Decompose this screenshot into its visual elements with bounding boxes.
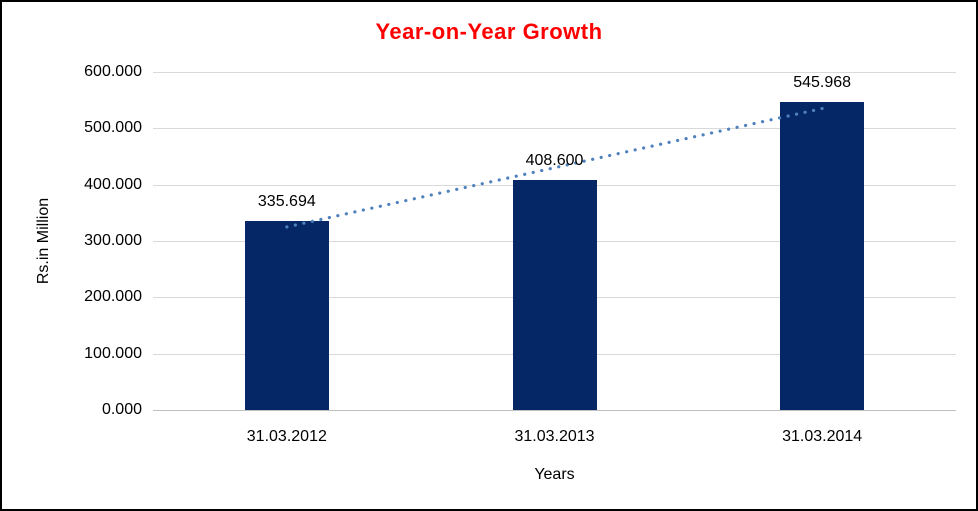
bar-value-label: 408.600: [525, 151, 584, 169]
y-tick-label: 400.000: [84, 175, 142, 193]
bar: [244, 220, 329, 410]
y-tick-label: 200.000: [84, 288, 142, 306]
bar: [780, 102, 865, 410]
y-tick-label: 0.000: [101, 401, 142, 418]
bar: [512, 179, 597, 410]
x-tick-label: 31.03.2013: [514, 428, 595, 445]
bar-value-label: 335.694: [257, 192, 316, 210]
x-axis-line: [153, 410, 956, 411]
gridline: [153, 72, 956, 73]
x-tick-label: 31.03.2012: [246, 428, 327, 445]
chart-title: Year-on-Year Growth: [375, 19, 603, 44]
x-axis-title: Years: [534, 466, 575, 483]
y-tick-label: 300.000: [84, 232, 142, 249]
y-tick-label: 500.000: [84, 119, 142, 137]
x-tick-label: 31.03.2014: [782, 428, 863, 445]
bar-value-label: 545.968: [793, 74, 852, 92]
y-tick-label: 600.000: [84, 63, 142, 80]
y-tick-label: 100.000: [84, 344, 142, 362]
